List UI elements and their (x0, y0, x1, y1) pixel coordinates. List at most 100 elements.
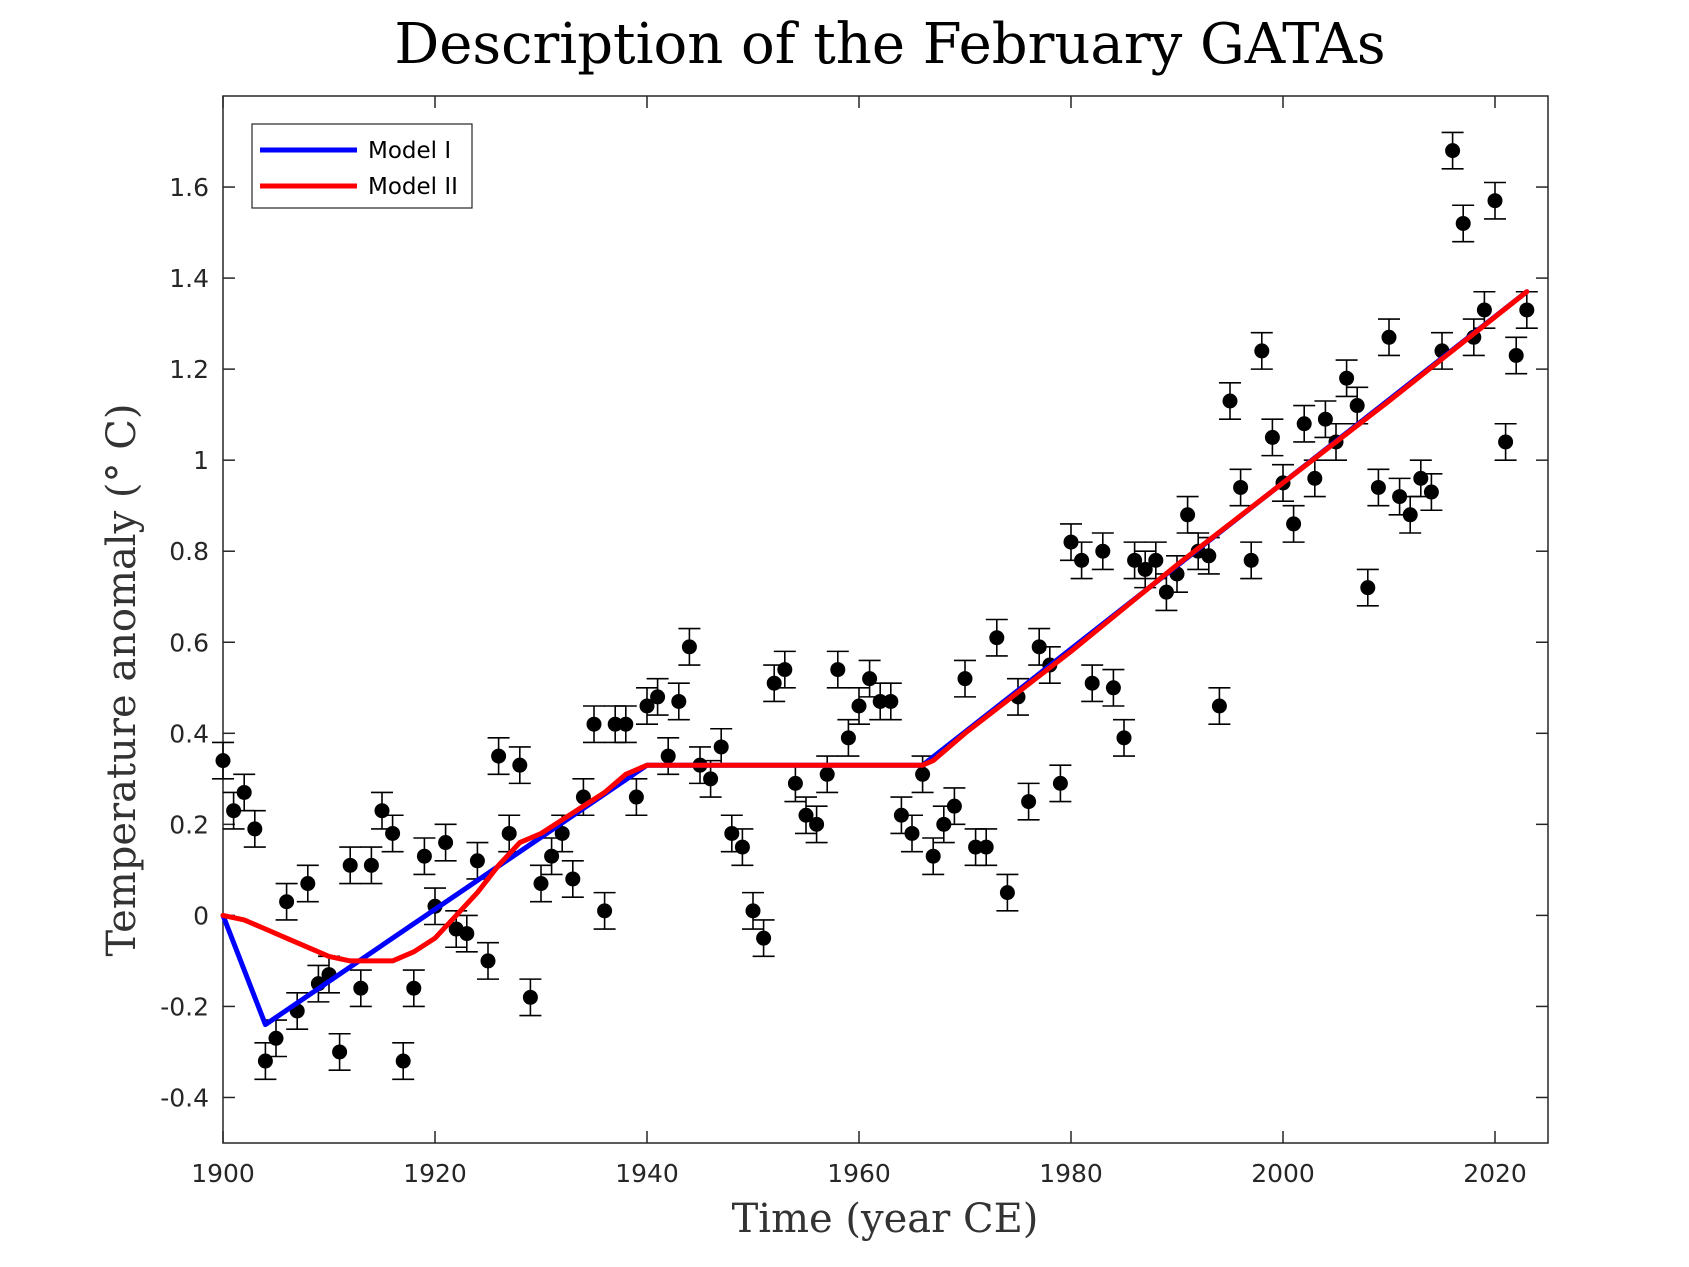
data-point (830, 662, 846, 678)
data-point (300, 876, 316, 892)
data-point (1158, 584, 1174, 600)
data-point (745, 903, 761, 919)
data-point (1476, 302, 1492, 318)
data-point (1074, 552, 1090, 568)
data-point (406, 980, 422, 996)
data-point (226, 803, 242, 819)
data-point (257, 1053, 273, 1069)
data-point (713, 739, 729, 755)
data-point (1487, 193, 1503, 209)
y-tick-label: 0 (193, 901, 209, 930)
data-point (1381, 329, 1397, 345)
data-point (650, 689, 666, 705)
chart-title: Description of the February GATAs (394, 12, 1385, 77)
y-tick-label: -0.4 (160, 1083, 209, 1112)
plot-area (222, 95, 1549, 1144)
model-lines (220, 289, 1530, 1028)
data-point (363, 857, 379, 873)
series-line-model-ii (220, 289, 1530, 964)
y-tick-label: 0.4 (169, 719, 209, 748)
data-point (999, 885, 1015, 901)
y-axis-label: Temperature anomaly (° C) (99, 404, 145, 957)
data-point (247, 821, 263, 837)
data-point (915, 766, 931, 782)
data-point (438, 835, 454, 851)
data-point (1180, 507, 1196, 523)
data-point (936, 816, 952, 832)
data-point (840, 730, 856, 746)
data-point (1105, 680, 1121, 696)
data-point (1137, 561, 1153, 577)
data-point (215, 753, 231, 769)
data-point (1370, 479, 1386, 495)
data-point (1243, 552, 1259, 568)
data-point (1317, 411, 1333, 427)
data-point (681, 639, 697, 655)
data-point (554, 825, 570, 841)
data-point (1063, 534, 1079, 550)
data-point (1052, 775, 1068, 791)
data-point (374, 803, 390, 819)
data-point (1116, 730, 1132, 746)
data-point (1392, 489, 1408, 505)
data-point (1127, 552, 1143, 568)
data-point (1095, 543, 1111, 559)
data-point (1233, 479, 1249, 495)
data-point (989, 630, 1005, 646)
data-point (1264, 429, 1280, 445)
axis-ticks: 1900 1920 1940 1960 1980 2000 2020 -0.4 -0.2 0 0.2… (160, 96, 1548, 1188)
data-point (1031, 639, 1047, 655)
data-point (332, 1044, 348, 1060)
data-point (1021, 794, 1037, 810)
data-point (1402, 507, 1418, 523)
data-point (1508, 347, 1524, 363)
data-point (1211, 698, 1227, 714)
data-point (1307, 470, 1323, 486)
data-point (236, 784, 252, 800)
data-point (1519, 302, 1535, 318)
data-point (416, 848, 432, 864)
data-point (639, 698, 655, 714)
data-point (957, 671, 973, 687)
data-point (512, 757, 528, 773)
data-point (703, 771, 719, 787)
data-point (660, 748, 676, 764)
x-tick-label: 2020 (1463, 1159, 1527, 1188)
data-point (1455, 215, 1471, 231)
data-point (1201, 548, 1217, 564)
data-point (353, 980, 369, 996)
data-point (1423, 484, 1439, 500)
data-point (268, 1030, 284, 1046)
legend: Model I Model II (251, 123, 473, 209)
y-tick-label: 0.8 (169, 537, 209, 566)
data-point (968, 839, 984, 855)
data-point (946, 798, 962, 814)
data-point (459, 926, 475, 942)
x-tick-label: 1980 (1039, 1159, 1103, 1188)
data-point (777, 662, 793, 678)
legend-label-model-ii: Model II (368, 174, 458, 200)
data-point (1254, 343, 1270, 359)
data-point (893, 807, 909, 823)
data-point (872, 693, 888, 709)
data-point (1349, 398, 1365, 414)
data-point (342, 857, 358, 873)
x-tick-label: 1940 (615, 1159, 679, 1188)
x-axis-label: Time (year CE) (732, 1196, 1039, 1242)
data-point (1296, 416, 1312, 432)
data-point (544, 848, 560, 864)
data-point (904, 825, 920, 841)
data-point (883, 693, 899, 709)
y-tick-label: -0.2 (160, 992, 209, 1021)
data-point (766, 675, 782, 691)
data-point (491, 748, 507, 764)
y-tick-label: 1.6 (169, 173, 209, 202)
x-tick-label: 1900 (191, 1159, 255, 1188)
data-point (469, 853, 485, 869)
data-point (586, 716, 602, 732)
data-point (597, 903, 613, 919)
legend-box (251, 123, 473, 209)
data-point (787, 775, 803, 791)
data-point (618, 716, 634, 732)
y-tick-label: 1 (193, 446, 209, 475)
